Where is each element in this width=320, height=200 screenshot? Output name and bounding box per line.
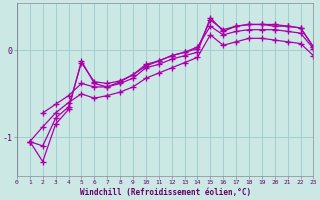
- X-axis label: Windchill (Refroidissement éolien,°C): Windchill (Refroidissement éolien,°C): [80, 188, 251, 197]
